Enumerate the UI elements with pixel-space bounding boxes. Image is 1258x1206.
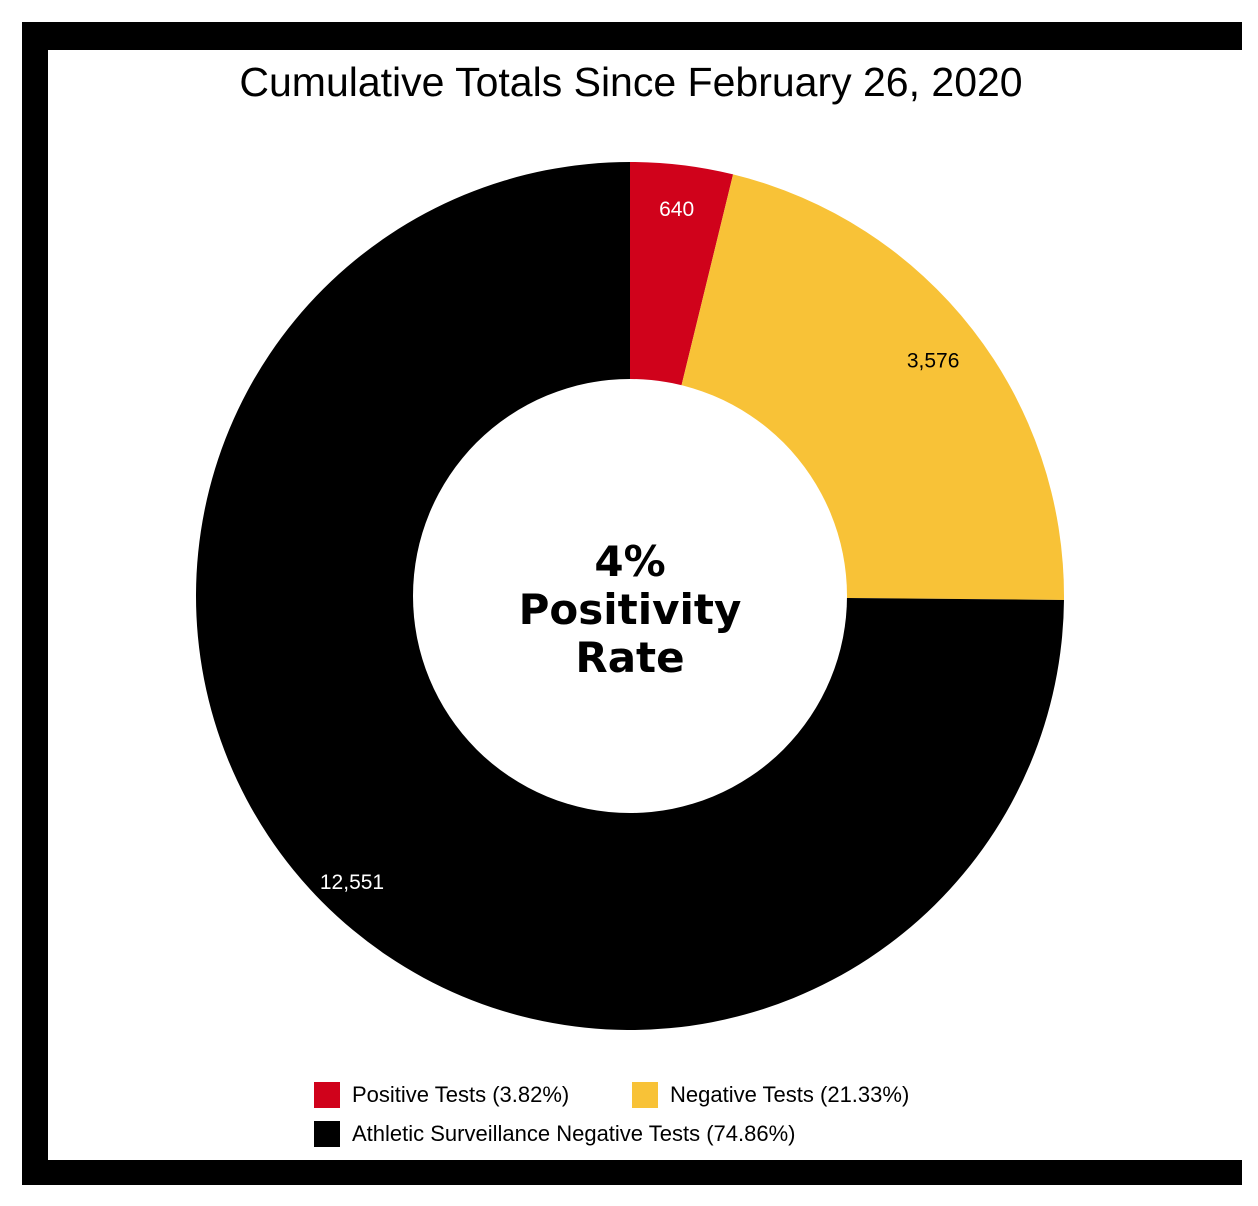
legend-item-athletic: Athletic Surveillance Negative Tests (74… — [314, 1121, 795, 1147]
center-label-percent: 4% — [594, 537, 665, 586]
center-label-word: Positivity — [519, 585, 742, 634]
legend-item-negative: Negative Tests (21.33%) — [632, 1082, 909, 1108]
legend-label-negative: Negative Tests (21.33%) — [670, 1082, 910, 1107]
legend-swatch-athletic — [314, 1121, 340, 1147]
chart-title: Cumulative Totals Since February 26, 202… — [239, 59, 1023, 105]
data-label-athletic: 12,551 — [320, 871, 384, 894]
legend-label-athletic: Athletic Surveillance Negative Tests (74… — [352, 1121, 796, 1146]
center-label-rate: Rate — [575, 633, 684, 682]
legend-swatch-negative — [632, 1082, 658, 1108]
donut-hole — [413, 379, 847, 813]
data-label-negative: 3,576 — [907, 349, 960, 372]
legend-item-positive: Positive Tests (3.82%) — [314, 1082, 569, 1108]
legend-label-positive: Positive Tests (3.82%) — [352, 1082, 570, 1107]
legend-swatch-positive — [314, 1082, 340, 1108]
data-label-positive: 640 — [659, 198, 694, 221]
